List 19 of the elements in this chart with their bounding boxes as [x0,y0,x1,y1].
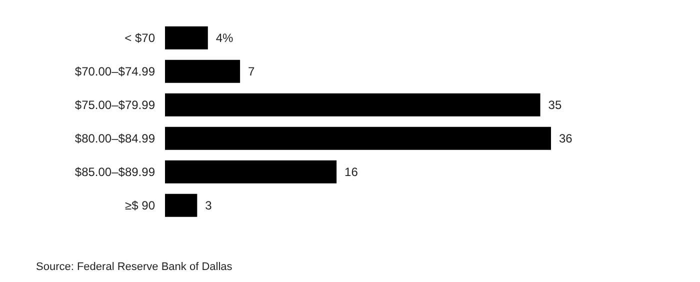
data-label: 4% [216,31,234,46]
y-tick-label: $75.00–$79.99 [74,98,156,112]
bar [165,126,551,150]
data-label: 3 [205,198,212,213]
y-tick-label: $85.00–$89.99 [74,165,156,180]
data-label: 36 [559,132,573,146]
y-tick-label: $70.00–$74.99 [74,64,156,79]
bar [165,60,240,83]
data-label: 7 [248,64,256,79]
source-note: Source: Federal Reserve Bank of Dallas [36,261,232,273]
data-label: 35 [548,98,562,112]
bar [165,194,198,217]
y-tick-label: ≥$ 90 [125,198,156,213]
data-label: 16 [344,165,358,180]
bar [165,26,208,50]
y-tick-label: < $70 [124,31,156,46]
bar [165,160,337,184]
y-tick-label: $80.00–$84.99 [74,132,156,146]
bar [165,93,540,116]
